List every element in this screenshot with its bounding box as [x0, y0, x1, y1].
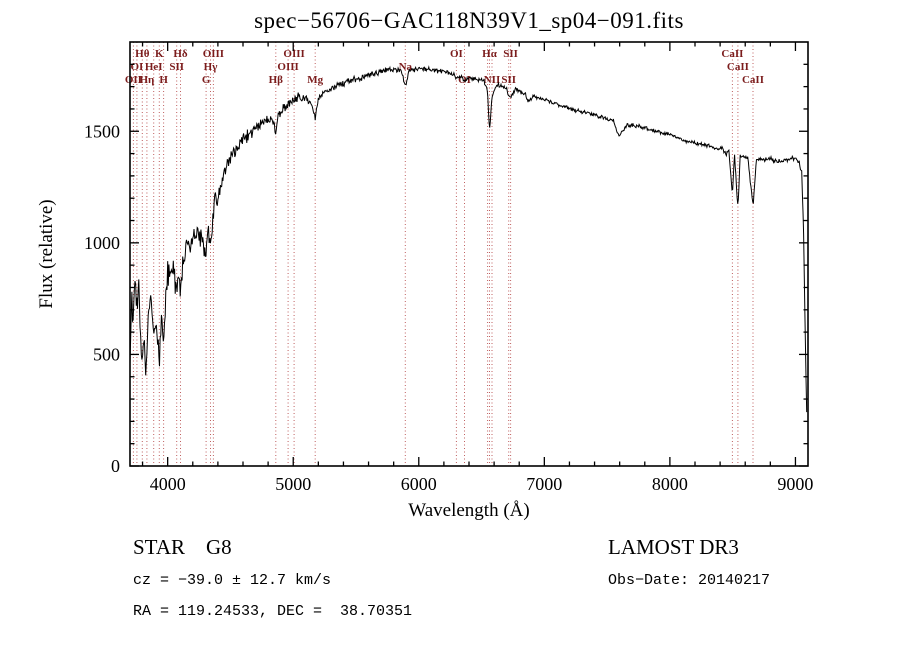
- plot-frame: [129, 41, 809, 467]
- line-label-OIII: OIII: [203, 48, 224, 60]
- line-label-K: K: [155, 48, 164, 60]
- line-label-CaII: CaII: [742, 74, 764, 86]
- line-label-H: H: [159, 74, 168, 86]
- svg-text:6000: 6000: [401, 474, 437, 494]
- svg-text:4000: 4000: [150, 474, 186, 494]
- y-tick-labels: 0 500 1000 1500: [84, 121, 120, 476]
- spectrum-path: [130, 65, 808, 413]
- axis-ticks: [130, 42, 808, 467]
- coordinates: RA = 119.24533, DEC = 38.70351: [133, 603, 413, 620]
- line-label-Hβ: Hβ: [269, 74, 284, 86]
- y-axis-label: Flux (relative): [36, 199, 57, 308]
- line-label-HeI: HeI: [145, 61, 163, 73]
- object-class-label: STAR G8: [133, 535, 232, 559]
- x-axis-label: Wavelength (Å): [408, 500, 529, 521]
- line-label-OII: OII: [125, 74, 142, 86]
- line-label-OI: OI: [450, 48, 463, 60]
- svg-text:5000: 5000: [275, 474, 311, 494]
- line-label-Hη: Hη: [139, 74, 154, 86]
- line-label-G: G: [202, 74, 211, 86]
- svg-text:9000: 9000: [777, 474, 813, 494]
- line-label-SII: SII: [501, 74, 516, 86]
- plot-title: spec−56706−GAC118N39V1_sp04−091.fits: [254, 8, 684, 33]
- line-label-SII: SII: [503, 48, 518, 60]
- line-label-Hα: Hα: [482, 48, 498, 60]
- line-label-CaII: CaII: [727, 61, 749, 73]
- spectral-line-markers: [132, 42, 754, 466]
- obs-date: Obs−Date: 20140217: [608, 572, 771, 589]
- line-label-OI: OI: [130, 61, 143, 73]
- line-label-CaII: CaII: [721, 48, 743, 60]
- line-label-Hθ: Hθ: [135, 48, 150, 60]
- svg-text:7000: 7000: [526, 474, 562, 494]
- svg-text:8000: 8000: [652, 474, 688, 494]
- line-label-OIII: OIII: [277, 61, 298, 73]
- survey-label: LAMOST DR3: [608, 535, 739, 559]
- line-label-SII: SII: [169, 61, 184, 73]
- svg-text:0: 0: [111, 456, 120, 476]
- svg-text:500: 500: [93, 344, 120, 364]
- spectral-line-labels: OIIOIHθHηHeIKHSIIHδGHγOIIIHβOIIIOIIIMgNa…: [125, 48, 764, 86]
- svg-text:1000: 1000: [84, 233, 120, 253]
- line-label-NII: NII: [484, 74, 501, 86]
- radial-velocity: cz = −39.0 ± 12.7 km/s: [133, 572, 332, 589]
- svg-text:1500: 1500: [84, 121, 120, 141]
- line-label-OIII: OIII: [283, 48, 304, 60]
- line-label-Mg: Mg: [307, 74, 323, 86]
- line-label-Hγ: Hγ: [204, 61, 218, 73]
- spectrum-plot: OIIOIHθHηHeIKHSIIHδGHγOIIIHβOIIIOIIIMgNa…: [36, 41, 814, 521]
- x-tick-labels: 4000 5000 6000 7000 8000 9000: [150, 474, 814, 494]
- line-label-Hδ: Hδ: [173, 48, 188, 60]
